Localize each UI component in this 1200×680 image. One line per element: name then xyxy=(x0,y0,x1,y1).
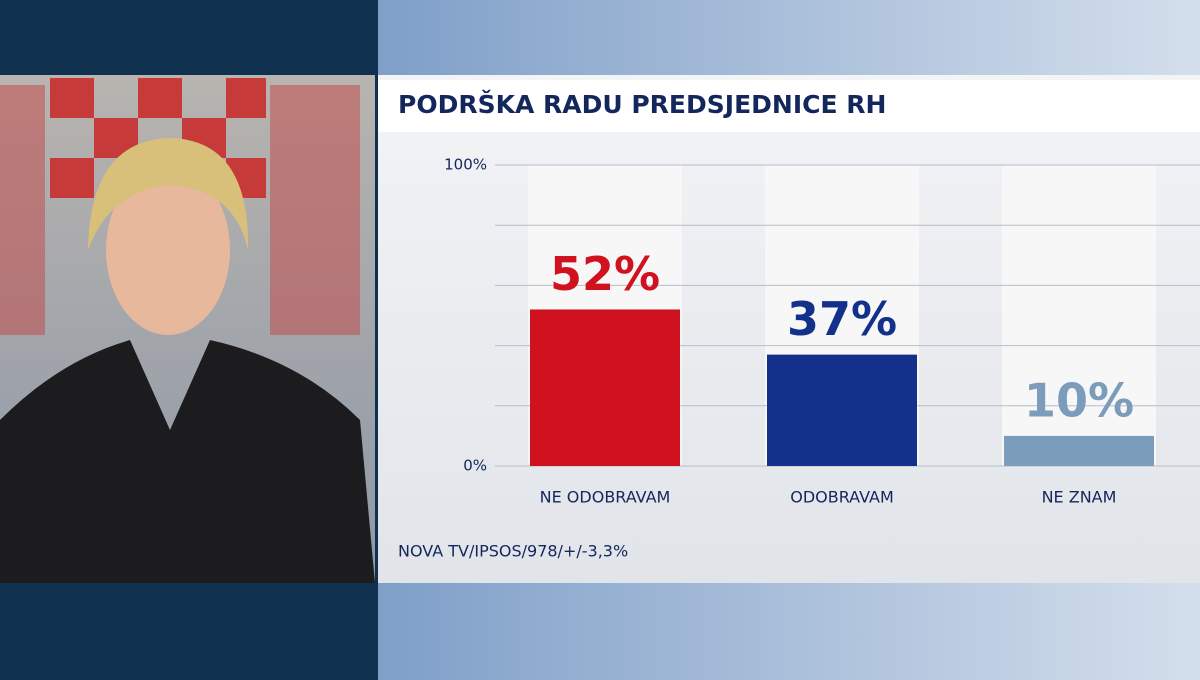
x-tick-label: ODOBRAVAM xyxy=(790,488,894,507)
y-tick-label: 0% xyxy=(463,457,487,475)
value-label: 37% xyxy=(787,292,897,346)
hair xyxy=(88,138,249,250)
photo xyxy=(0,75,375,583)
plot: 0% 100% NE ODOBRAVAM 52% ODOBRAVAM 37% NE ZNAM… xyxy=(444,156,1200,507)
bar xyxy=(767,354,917,466)
bar xyxy=(530,309,680,466)
face xyxy=(106,165,230,335)
x-tick-label: NE ZNAM xyxy=(1042,488,1117,507)
chart-title: PODRŠKA RADU PREDSJEDNICE RH xyxy=(398,89,886,119)
title-strip xyxy=(378,80,1200,132)
value-label: 10% xyxy=(1024,373,1134,427)
x-tick-label: NE ODOBRAVAM xyxy=(540,488,671,507)
value-label: 52% xyxy=(550,247,660,301)
jacket xyxy=(0,340,375,583)
column-background xyxy=(1002,165,1156,466)
y-tick-label: 100% xyxy=(444,156,487,174)
source-note: NOVA TV/IPSOS/978/+/-3,3% xyxy=(398,542,628,561)
bar xyxy=(1004,435,1154,466)
